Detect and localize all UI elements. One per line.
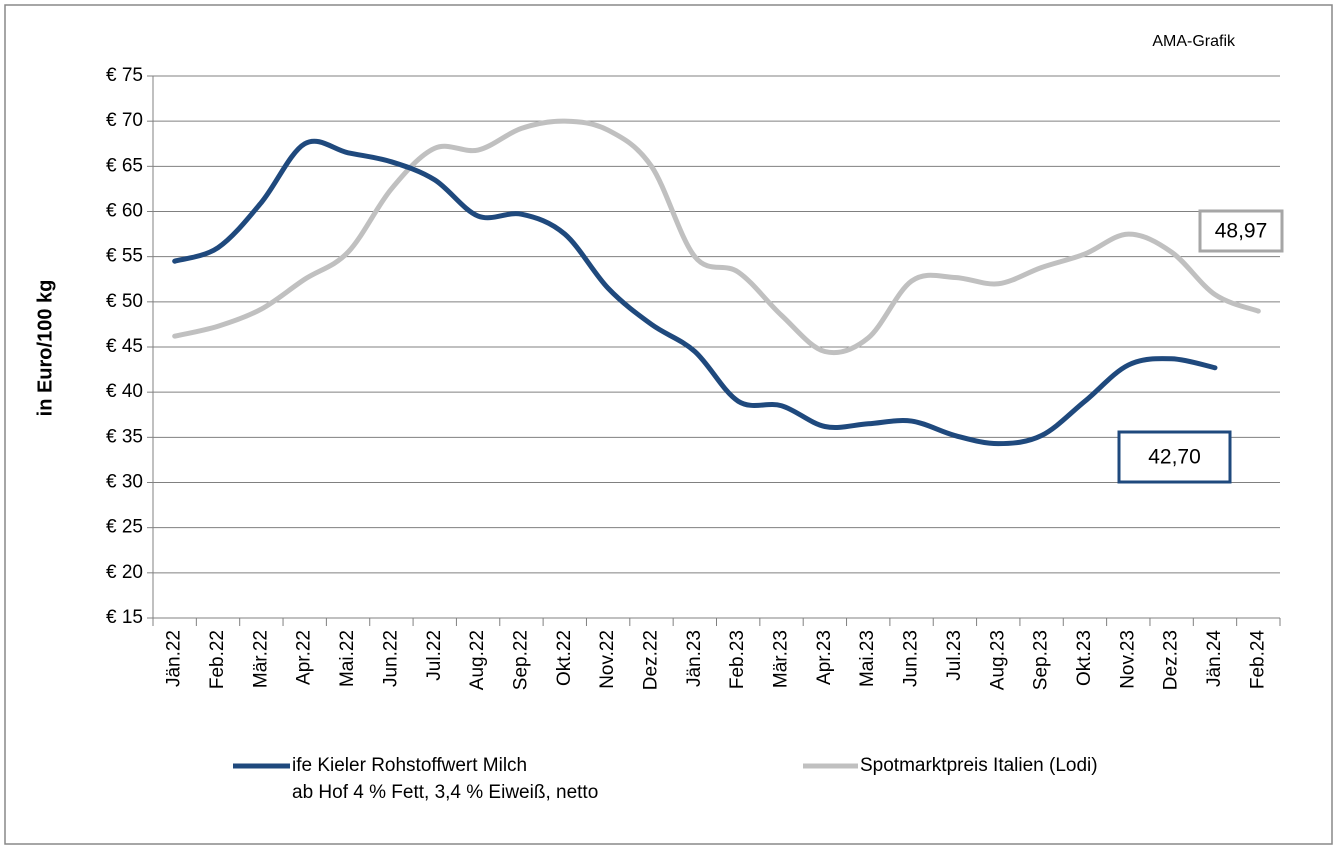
x-tick-label: Sep.23 [1031,630,1052,690]
x-tick-label: Mai.22 [337,630,358,687]
x-tick-label: Jun.22 [380,630,401,687]
x-tick-label: Mär.23 [771,630,792,688]
x-tick-label: Dez.23 [1161,630,1182,690]
annotation: 42,70 [1148,446,1201,469]
x-tick-label: Apr.22 [294,630,315,685]
x-tick-label: Nov.22 [597,630,618,689]
y-tick-label: € 35 [106,426,143,447]
frame [4,4,1333,845]
x-tick-label: Apr.23 [814,630,835,685]
annotation-box [1198,209,1284,253]
x-tick-label: Aug.23 [987,630,1008,690]
x-tick-label: Feb.23 [727,630,748,689]
y-tick-label: € 60 [106,201,143,222]
y-tick-label: € 45 [106,336,143,357]
y-tick-label: € 65 [106,155,143,176]
y-tick-label: € 70 [106,110,143,131]
legend-label: Spotmarktpreis Italien (Lodi) [860,755,1098,776]
x-tick-label: Feb.24 [1247,630,1268,690]
x-tick-label: Aug.22 [467,630,488,690]
source: AMA-Grafik [1152,33,1236,50]
x-tick-label: Mai.23 [857,630,878,687]
x-tick-label: Okt.23 [1074,630,1095,686]
x-tick-label: Jul.22 [424,630,445,681]
x-tick-label: Jän.23 [684,630,705,687]
x-tick-label: Jän.22 [164,630,185,687]
y-tick-label: € 20 [106,562,143,583]
x-tick-label: Mär.22 [250,630,271,688]
y-tick-label: € 40 [106,381,143,402]
y-axis-title: in Euro/100 kg [34,280,56,417]
y-tick-label: € 30 [106,472,143,493]
series-line [172,138,1218,447]
y-tick-label: € 55 [106,246,143,267]
legend-label: ife Kieler Rohstoffwert Milch ab Hof 4 %… [292,755,599,803]
x-tick-label: Jän.24 [1204,630,1225,687]
x-tick-label: Okt.22 [554,630,575,686]
y-tick-label: € 15 [106,607,143,628]
x-tick-label: Nov.23 [1117,630,1138,689]
x-tick-label: Jun.23 [901,630,922,687]
annotation: 48,97 [1215,220,1268,243]
y-tick-label: € 25 [106,517,143,538]
x-tick-label: Dez.22 [640,630,661,690]
y-tick-label: € 50 [106,291,143,312]
annotation-box [1117,430,1232,484]
x-tick-label: Sep.22 [510,630,531,690]
x-tick-label: Feb.22 [207,630,228,689]
series-line [172,118,1261,356]
x-tick-label: Jul.23 [944,630,965,681]
y-tick-label: € 75 [106,65,143,86]
